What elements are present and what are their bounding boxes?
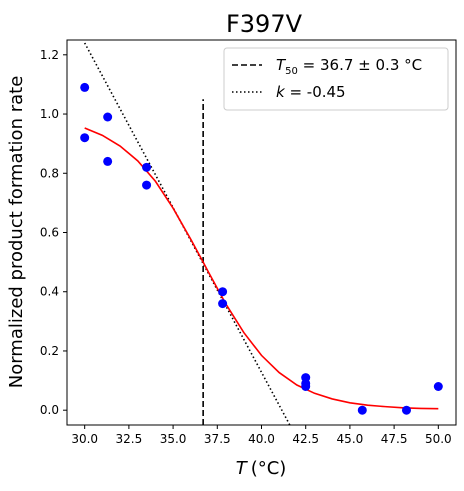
data-point bbox=[433, 382, 443, 391]
x-tick-label: 40.0 bbox=[248, 432, 275, 446]
x-tick-label: 35.0 bbox=[160, 432, 187, 446]
data-point bbox=[357, 405, 367, 415]
data-point bbox=[142, 162, 152, 172]
data-point bbox=[218, 299, 228, 309]
x-tick-label: 30.0 bbox=[71, 432, 98, 446]
data-point bbox=[401, 405, 411, 415]
x-tick-label: 45.0 bbox=[337, 432, 364, 446]
y-tick-label: 0.0 bbox=[40, 403, 59, 417]
y-axis-label: Normalized product formation rate bbox=[6, 76, 27, 389]
x-tick-label: 32.5 bbox=[116, 432, 143, 446]
x-tick-label: 50.0 bbox=[425, 432, 452, 446]
y-tick-label: 0.8 bbox=[40, 166, 59, 180]
x-tick-label: 42.5 bbox=[292, 432, 319, 446]
data-point bbox=[103, 156, 113, 166]
data-point bbox=[301, 382, 311, 391]
y-tick-label: 0.4 bbox=[40, 285, 59, 299]
data-point bbox=[103, 112, 113, 122]
data-point bbox=[218, 287, 228, 297]
x-tick-label: 37.5 bbox=[204, 432, 231, 446]
data-point bbox=[142, 180, 152, 190]
y-tick-label: 0.2 bbox=[40, 344, 59, 358]
legend-label-t50: T50 = 36.7 ± 0.3 °C bbox=[276, 56, 422, 77]
x-axis: 30.0 32.5 35.0 37.5 40.0 42.5 45.0 47.5 50.0 bbox=[71, 425, 452, 446]
x-tick-label: 47.5 bbox=[381, 432, 408, 446]
data-point bbox=[80, 133, 90, 143]
y-tick-label: 0.6 bbox=[40, 226, 59, 240]
legend-box bbox=[223, 47, 449, 111]
chart-title: F397V bbox=[226, 10, 303, 38]
y-tick-label: 1.2 bbox=[40, 48, 59, 62]
data-point bbox=[80, 82, 90, 92]
y-tick-label: 1.0 bbox=[40, 107, 59, 121]
fit-curve bbox=[84, 127, 439, 410]
legend: T50 = 36.7 ± 0.3 °C k = -0.45 bbox=[223, 47, 449, 111]
y-axis: 0.0 0.2 0.4 0.6 0.8 1.0 1.2 bbox=[40, 48, 67, 417]
x-axis-label: T (°C) bbox=[236, 458, 287, 479]
legend-label-k: k = -0.45 bbox=[276, 83, 346, 101]
